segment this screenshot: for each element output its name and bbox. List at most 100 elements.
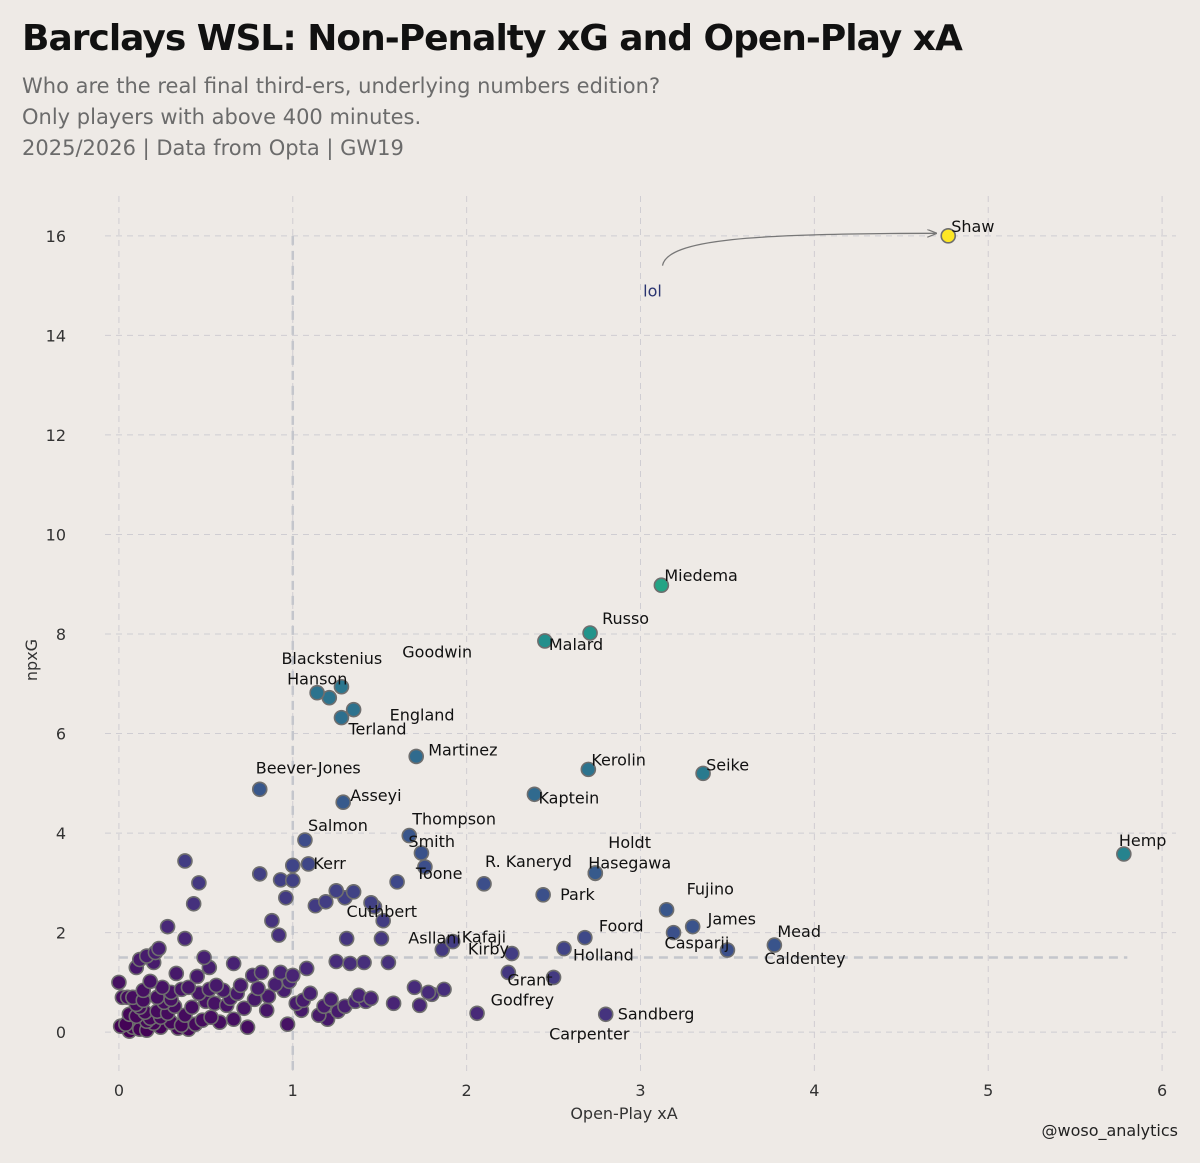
- data-point: [258, 1002, 275, 1019]
- annotation-arrow: [661, 233, 937, 266]
- data-point: [159, 918, 176, 935]
- label-holdt: Holdt: [608, 833, 651, 852]
- data-point: [111, 974, 127, 991]
- label-mead: Mead: [777, 922, 821, 941]
- label-r-kaneryd: R. Kaneryd: [485, 852, 572, 871]
- chart-subtitle-line-1: Who are the real final third-ers, underl…: [22, 74, 661, 98]
- data-point: [389, 874, 405, 890]
- data-point: [142, 973, 159, 990]
- point-smith: [413, 845, 430, 861]
- data-point: [225, 1011, 242, 1028]
- label-sandberg: Sandberg: [618, 1004, 695, 1023]
- y-tick-label: 4: [56, 824, 66, 843]
- label-asllani: Asllani: [408, 929, 461, 948]
- point-blackstenius: [333, 678, 350, 695]
- data-point: [236, 1000, 252, 1017]
- label-salmon: Salmon: [308, 816, 368, 835]
- data-point: [264, 912, 280, 929]
- data-point: [363, 894, 379, 911]
- data-point: [251, 866, 268, 882]
- data-point: [203, 1009, 219, 1026]
- label-toone: Toone: [415, 864, 463, 883]
- data-point: [284, 857, 301, 874]
- data-point: [177, 853, 193, 869]
- data-point: [278, 889, 294, 906]
- point-miedema: [653, 577, 670, 594]
- label-england: England: [390, 706, 455, 725]
- data-point: [189, 968, 205, 985]
- data-point: [328, 953, 345, 970]
- label-thompson: Thompson: [411, 810, 496, 829]
- credit-handle: @woso_analytics: [1041, 1121, 1178, 1140]
- data-point: [191, 875, 207, 891]
- data-point: [298, 960, 315, 977]
- point-holland: [556, 940, 572, 957]
- point-martinez: [408, 748, 425, 765]
- point-hanson: [309, 684, 325, 701]
- data-point: [208, 977, 225, 994]
- data-point: [345, 884, 362, 900]
- label-russo: Russo: [602, 609, 649, 628]
- label-park: Park: [560, 885, 595, 904]
- data-point: [406, 979, 423, 996]
- label-seike: Seike: [706, 755, 749, 774]
- point-seike: [695, 765, 711, 782]
- point-godfrey: [545, 969, 562, 986]
- label-caldentey: Caldentey: [764, 949, 845, 968]
- y-tick-label: 10: [46, 525, 66, 544]
- data-point: [375, 912, 391, 929]
- x-tick-label: 4: [809, 1081, 819, 1100]
- point-kaptein: [526, 786, 543, 803]
- data-point: [250, 980, 266, 997]
- label-kerolin: Kerolin: [591, 750, 646, 769]
- point-beever-jones: [251, 781, 268, 798]
- data-point: [271, 927, 287, 943]
- point-casparij: [665, 924, 682, 941]
- y-tick-label: 16: [46, 227, 66, 246]
- label-grant: Grant: [507, 970, 552, 989]
- point-russo: [582, 625, 598, 641]
- annotation: lol: [643, 233, 937, 301]
- data-point: [302, 985, 318, 1002]
- data-point: [151, 940, 167, 957]
- point-asseyi: [335, 794, 351, 811]
- label-holland: Holland: [573, 946, 634, 965]
- data-point: [338, 930, 355, 947]
- annotation-text: lol: [643, 282, 662, 301]
- point-salmon: [297, 832, 313, 848]
- data-point: [385, 995, 402, 1012]
- data-point: [420, 984, 437, 1001]
- label-miedema: Miedema: [664, 566, 737, 585]
- point-grant: [500, 964, 517, 981]
- label-foord: Foord: [599, 917, 644, 936]
- data-point: [177, 930, 193, 947]
- data-point: [180, 979, 197, 996]
- data-point: [342, 955, 358, 972]
- chart-subtitle-line-3: 2025/2026 | Data from Opta | GW19: [22, 136, 404, 160]
- point-park: [535, 887, 551, 903]
- point-kerolin: [580, 761, 597, 778]
- point-shaw: [940, 228, 957, 244]
- y-axis-title: npxG: [22, 639, 41, 681]
- y-tick-label: 2: [56, 924, 66, 943]
- data-point: [318, 893, 334, 910]
- label-hanson: Hanson: [287, 670, 347, 689]
- point-malard: [537, 633, 553, 649]
- point-thompson: [401, 827, 418, 844]
- point-asllani: [434, 941, 451, 958]
- point-holdt: [587, 865, 604, 881]
- point-foord: [577, 929, 593, 946]
- data-point: [328, 883, 345, 899]
- data-point: [436, 981, 452, 998]
- x-tick-label: 3: [635, 1081, 645, 1100]
- label-kerr: Kerr: [313, 854, 346, 873]
- label-hasegawa: Hasegawa: [588, 853, 671, 872]
- grid: [105, 196, 1176, 1072]
- data-point: [284, 967, 301, 984]
- y-tick-label: 12: [46, 426, 66, 445]
- data-point: [279, 1016, 296, 1033]
- label-kaptein: Kaptein: [538, 788, 599, 807]
- label-casparij: Casparij: [665, 934, 730, 953]
- y-tick-label: 0: [56, 1023, 66, 1042]
